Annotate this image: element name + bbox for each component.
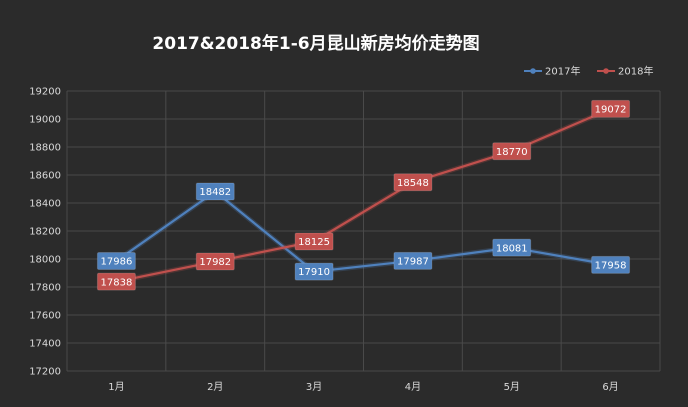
x-tick-label: 2月 (207, 381, 223, 393)
y-tick-label: 17600 (29, 311, 61, 322)
y-tick-label: 18600 (29, 171, 61, 182)
y-tick-label: 19000 (29, 115, 61, 126)
x-axis: 1月 2月 3月 4月 5月 6月 (108, 381, 619, 393)
data-label-box (393, 251, 433, 270)
data-label: 17838 (101, 277, 133, 288)
gridlines (66, 90, 661, 372)
data-label: 17987 (397, 256, 429, 267)
y-tick-label: 18400 (29, 199, 61, 210)
x-tick-label: 1月 (108, 381, 124, 393)
y-tick-label: 19200 (29, 87, 61, 98)
chart-title: 2017&2018年1-6月昆山新房均价走势图 (152, 33, 479, 54)
y-tick-label: 18800 (29, 143, 61, 154)
data-label: 17958 (595, 260, 627, 271)
data-label: 18081 (496, 243, 528, 254)
x-tick-label: 5月 (504, 381, 520, 393)
data-label-box (96, 251, 136, 270)
data-label-box (195, 252, 235, 271)
data-label-box (96, 272, 136, 291)
data-label: 17986 (101, 257, 133, 268)
y-axis: 17200 17400 17600 17800 18000 18200 18400 18600… (29, 87, 61, 378)
y-tick-label: 17800 (29, 283, 61, 294)
data-label: 18770 (496, 147, 528, 158)
data-label: 18125 (298, 237, 330, 248)
x-tick-label: 6月 (602, 381, 618, 393)
data-label: 18548 (397, 178, 429, 189)
data-label-box (393, 173, 433, 192)
legend-marker (530, 68, 536, 74)
y-tick-label: 17400 (29, 339, 61, 350)
data-label-box (591, 255, 631, 274)
y-tick-label: 18000 (29, 255, 61, 266)
data-label-box (492, 142, 532, 161)
data-label-box (591, 99, 631, 118)
y-tick-label: 17200 (29, 367, 61, 378)
data-label: 18482 (199, 187, 231, 198)
x-tick-label: 3月 (306, 381, 322, 393)
legend-marker (603, 68, 609, 74)
data-labels-0: 17986 18482 17910 17987 18081 17958 (96, 182, 631, 281)
data-label-box (195, 182, 235, 201)
series-layer: 17986 18482 17910 17987 18081 17958 17838 17982… (96, 99, 631, 291)
legend-label: 2018年 (618, 65, 653, 78)
data-label: 19072 (595, 105, 627, 116)
legend-label: 2017年 (545, 65, 580, 78)
data-label: 17910 (298, 267, 330, 278)
data-label-box (294, 262, 334, 281)
data-label-box (492, 238, 532, 257)
x-tick-label: 4月 (405, 381, 421, 393)
y-tick-label: 18200 (29, 227, 61, 238)
legend: 2017年 2018年 (524, 65, 653, 78)
data-label: 17982 (199, 257, 231, 268)
data-labels-1: 17838 17982 18125 18548 18770 19072 (96, 99, 631, 291)
data-label-box (294, 232, 334, 251)
